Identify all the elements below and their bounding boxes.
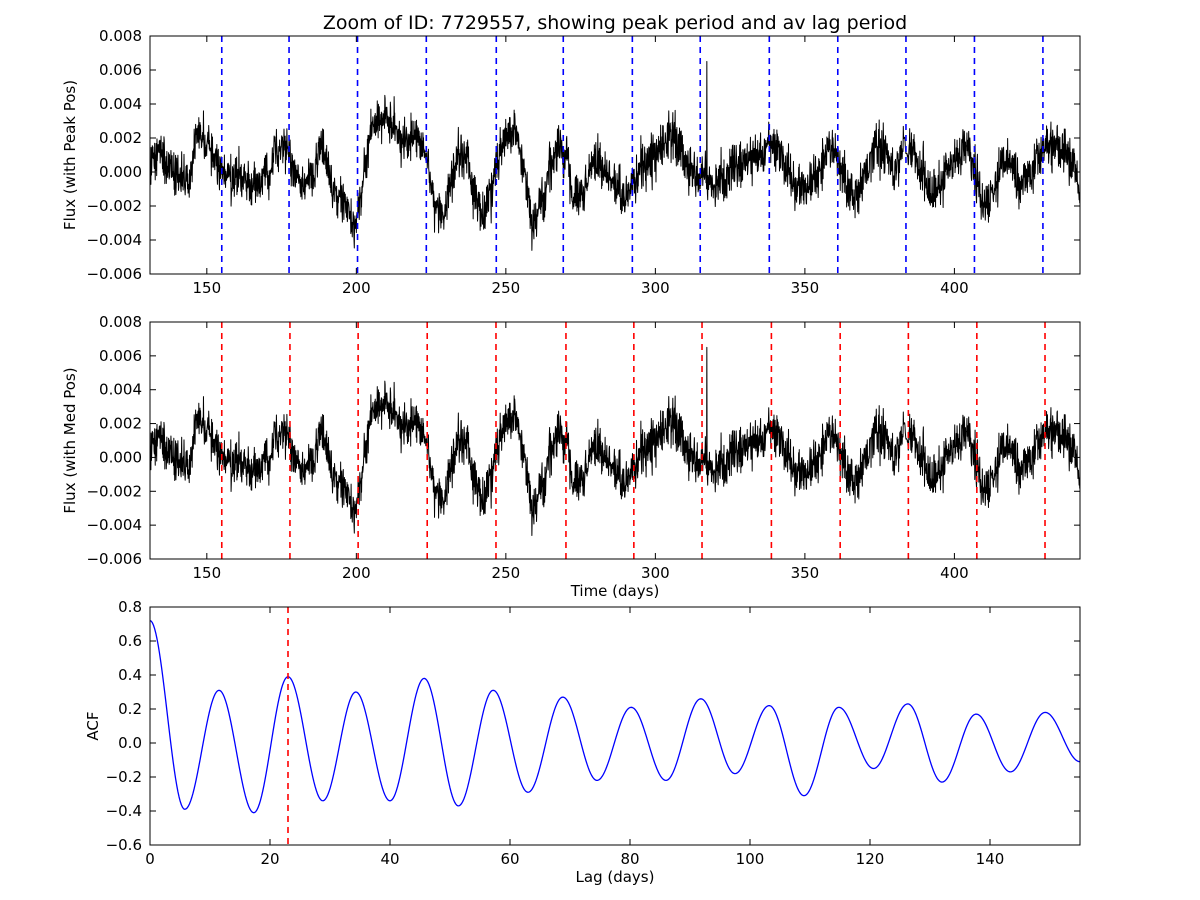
y-tick-label: 0.002 (99, 415, 142, 433)
acf-series-line (150, 620, 1080, 814)
chart-title: Zoom of ID: 7729557, showing peak period… (323, 12, 907, 34)
y-tick-label: 0.006 (99, 347, 142, 365)
panel-flux-median-ticks: 150 200 250 300 350 400 −0.006 −0.004 −0.002 0.00… (86, 313, 1080, 582)
y-tick-label: 0.0 (118, 734, 142, 752)
x-tick-label: 300 (641, 279, 670, 297)
x-tick-label: 300 (641, 564, 670, 582)
flux-series-line (150, 346, 1080, 537)
panel-flux-median: 150 200 250 300 350 400 −0.006 −0.004 −0.002 0.00… (61, 313, 1081, 600)
x-tick-label: 150 (192, 279, 221, 297)
panel-flux-median-content (150, 322, 1080, 559)
y-tick-label: 0.004 (99, 95, 142, 113)
flux-series-line (150, 61, 1080, 251)
y-tick-label: 0.008 (99, 27, 142, 45)
panel-flux-peak-ticks: 150 200 250 300 350 400 −0.006 −0.004 −0.002 0.00… (86, 27, 1080, 297)
panel-flux-peak-frame (149, 35, 1081, 275)
x-tick-label: 200 (342, 279, 371, 297)
y-tick-label: 0.000 (99, 448, 142, 466)
y-tick-label: 0.000 (99, 163, 142, 181)
panel-flux-median-frame (149, 321, 1081, 560)
y-tick-label: 0.8 (118, 598, 142, 616)
panel-acf-xlabel: Lag (days) (576, 868, 655, 886)
y-tick-label: −0.006 (86, 265, 142, 283)
panel-flux-peak: 150 200 250 300 350 400 −0.006 −0.004 −0.002 0.00… (61, 27, 1081, 297)
x-tick-label: 40 (380, 850, 399, 868)
plot-area (150, 36, 1080, 274)
panel-flux-median-xlabel: Time (days) (570, 582, 660, 600)
x-tick-label: 60 (500, 850, 519, 868)
panel-acf-ylabel: ACF (84, 711, 102, 740)
x-tick-label: 400 (940, 279, 969, 297)
y-tick-label: −0.002 (86, 197, 142, 215)
y-tick-label: −0.6 (106, 836, 142, 854)
x-tick-label: 250 (492, 279, 521, 297)
y-tick-label: −0.004 (86, 231, 142, 249)
y-tick-label: −0.4 (106, 802, 142, 820)
y-tick-label: 0.006 (99, 61, 142, 79)
plot-area (150, 322, 1080, 559)
x-tick-label: 250 (492, 564, 521, 582)
y-tick-label: 0.004 (99, 381, 142, 399)
x-tick-label: 140 (976, 850, 1005, 868)
y-tick-label: 0.4 (118, 666, 142, 684)
x-tick-label: 80 (620, 850, 639, 868)
y-tick-label: −0.006 (86, 550, 142, 568)
y-tick-label: 0.6 (118, 632, 142, 650)
panel-acf: 0 20 40 60 80 100 120 140 −0.6 −0.4 −0.2 0.0 0.2 0.4 0… (84, 598, 1081, 886)
y-tick-label: 0.008 (99, 313, 142, 331)
x-tick-label: 400 (940, 564, 969, 582)
x-tick-label: 0 (145, 850, 155, 868)
x-tick-label: 150 (192, 564, 221, 582)
x-tick-label: 350 (791, 279, 820, 297)
y-tick-label: 0.2 (118, 700, 142, 718)
panel-flux-peak-content (150, 36, 1080, 274)
panel-acf-ticks: 0 20 40 60 80 100 120 140 −0.6 −0.4 −0.2 0.0 0.2 0.4 0… (106, 598, 1080, 868)
panel-flux-peak-ylabel: Flux (with Peak Pos) (61, 80, 79, 230)
panel-flux-median-ylabel: Flux (with Med Pos) (61, 367, 79, 513)
y-tick-label: −0.002 (86, 482, 142, 500)
x-tick-label: 120 (856, 850, 885, 868)
y-tick-label: 0.002 (99, 129, 142, 147)
panel-acf-frame (149, 606, 1081, 846)
x-tick-label: 20 (260, 850, 279, 868)
panel-acf-content (150, 607, 1080, 845)
x-tick-label: 350 (791, 564, 820, 582)
x-tick-label: 100 (736, 850, 765, 868)
x-tick-label: 200 (342, 564, 371, 582)
y-tick-label: −0.004 (86, 516, 142, 534)
plot-area (150, 607, 1080, 845)
y-tick-label: −0.2 (106, 768, 142, 786)
